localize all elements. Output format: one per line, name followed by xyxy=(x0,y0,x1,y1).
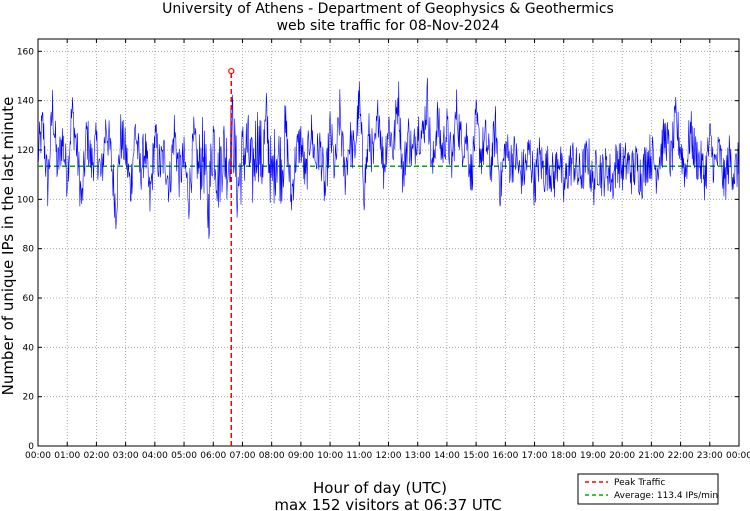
y-tick-label: 80 xyxy=(23,245,35,255)
x-tick-label: 11:00 xyxy=(346,451,372,461)
x-tick-label: 03:00 xyxy=(113,451,139,461)
chart-subtitle: web site traffic for 08-Nov-2024 xyxy=(277,18,500,34)
y-tick-label: 0 xyxy=(28,442,34,452)
x-axis-label: Hour of day (UTC) xyxy=(313,479,447,497)
series-line-traffic xyxy=(37,77,740,239)
y-tick-label: 60 xyxy=(23,294,35,304)
y-axis-label: Number of unique IPs in the last minute xyxy=(0,97,17,396)
x-tick-label: 23:00 xyxy=(697,451,723,461)
y-tick-label: 40 xyxy=(23,343,35,353)
x-tick-label: 16:00 xyxy=(492,451,518,461)
peak-point xyxy=(228,67,235,75)
series-group xyxy=(37,77,740,239)
x-tick-label: 00:00 xyxy=(25,451,51,461)
x-tick-label: 21:00 xyxy=(638,451,664,461)
x-tick-label: 20:00 xyxy=(609,451,635,461)
peak-summary-text: max 152 visitors at 06:37 UTC xyxy=(274,496,501,511)
y-tick-label: 120 xyxy=(17,146,34,156)
y-tick-label: 20 xyxy=(23,393,35,403)
x-tick-label: 02:00 xyxy=(83,451,109,461)
x-axis-ticks: 00:00 01:00 02:00 03:00 04:00 05:00 06:00 07:00… xyxy=(25,39,750,461)
x-tick-label: 00:00 xyxy=(726,451,750,461)
x-tick-label: 22:00 xyxy=(668,451,694,461)
x-tick-label: 12:00 xyxy=(376,451,402,461)
legend-box xyxy=(577,473,719,505)
y-tick-label: 100 xyxy=(17,195,34,205)
x-tick-label: 14:00 xyxy=(434,451,460,461)
grid xyxy=(38,39,739,446)
chart-title: University of Athens - Department of Geo… xyxy=(162,1,614,17)
x-tick-label: 08:00 xyxy=(259,451,285,461)
x-tick-label: 19:00 xyxy=(580,451,606,461)
x-tick-label: 04:00 xyxy=(142,451,168,461)
peak-marker-group xyxy=(228,67,235,446)
legend: Peak Traffic Average: 113.4 IPs/min xyxy=(577,473,719,505)
x-tick-label: 01:00 xyxy=(54,451,80,461)
y-axis-ticks: 0 20 40 60 80 100 120 140 160 xyxy=(17,47,739,452)
x-tick-label: 06:00 xyxy=(200,451,226,461)
x-tick-label: 17:00 xyxy=(522,451,548,461)
legend-average-label: Average: 113.4 IPs/min xyxy=(614,491,718,501)
x-tick-label: 05:00 xyxy=(171,451,197,461)
x-tick-label: 15:00 xyxy=(463,451,489,461)
legend-peak-label: Peak Traffic xyxy=(614,478,665,488)
x-tick-label: 10:00 xyxy=(317,451,343,461)
x-tick-label: 18:00 xyxy=(551,451,577,461)
x-tick-label: 13:00 xyxy=(405,451,431,461)
x-tick-label: 07:00 xyxy=(229,451,255,461)
x-tick-label: 09:00 xyxy=(288,451,314,461)
y-tick-label: 140 xyxy=(17,97,34,107)
y-tick-label: 160 xyxy=(17,47,34,57)
